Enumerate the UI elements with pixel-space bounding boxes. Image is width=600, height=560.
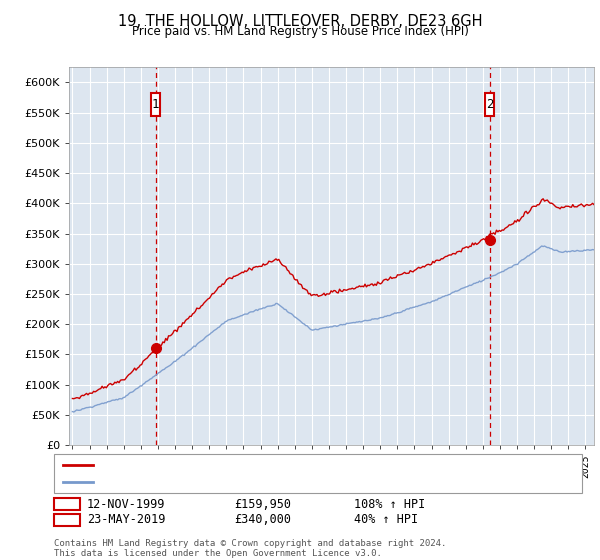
Text: £159,950: £159,950 (234, 497, 291, 511)
Text: 2: 2 (64, 513, 70, 526)
Text: HPI: Average price, detached house, City of Derby: HPI: Average price, detached house, City… (99, 477, 405, 487)
Text: 19, THE HOLLOW, LITTLEOVER, DERBY, DE23 6GH (detached house): 19, THE HOLLOW, LITTLEOVER, DERBY, DE23 … (99, 460, 474, 470)
Text: 108% ↑ HPI: 108% ↑ HPI (354, 497, 425, 511)
FancyBboxPatch shape (151, 92, 160, 115)
Text: Contains HM Land Registry data © Crown copyright and database right 2024.
This d: Contains HM Land Registry data © Crown c… (54, 539, 446, 558)
Text: 1: 1 (64, 497, 70, 511)
Text: 12-NOV-1999: 12-NOV-1999 (87, 497, 166, 511)
Text: £340,000: £340,000 (234, 513, 291, 526)
Text: 1: 1 (152, 97, 160, 110)
FancyBboxPatch shape (485, 92, 494, 115)
Text: 2: 2 (486, 97, 493, 110)
Text: 23-MAY-2019: 23-MAY-2019 (87, 513, 166, 526)
Text: 40% ↑ HPI: 40% ↑ HPI (354, 513, 418, 526)
Text: Price paid vs. HM Land Registry's House Price Index (HPI): Price paid vs. HM Land Registry's House … (131, 25, 469, 38)
Text: 19, THE HOLLOW, LITTLEOVER, DERBY, DE23 6GH: 19, THE HOLLOW, LITTLEOVER, DERBY, DE23 … (118, 14, 482, 29)
